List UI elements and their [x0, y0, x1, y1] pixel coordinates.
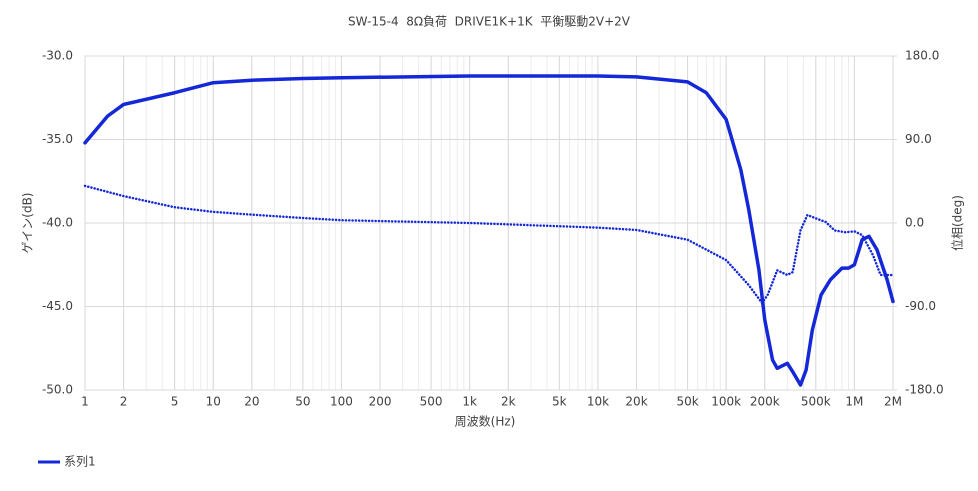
- y-tick-label: -40.0: [42, 216, 73, 230]
- y2-tick-label: 90.0: [905, 132, 932, 146]
- x-tick-label: 1k: [462, 395, 477, 409]
- series-line: [83, 184, 895, 305]
- x-tick-label: 5: [171, 395, 179, 409]
- x-tick-label: 200: [369, 395, 392, 409]
- x-tick-label: 2k: [501, 395, 516, 409]
- y-tick-label: -35.0: [42, 132, 73, 146]
- x-tick-label: 1: [81, 395, 89, 409]
- x-tick-label: 20k: [625, 395, 647, 409]
- y2-tick-label: 0.0: [905, 216, 924, 230]
- y-tick-label: -30.0: [42, 49, 73, 63]
- x-tick-label: 10: [206, 395, 221, 409]
- x-tick-label: 50: [295, 395, 310, 409]
- y2-tick-label: -180.0: [905, 383, 944, 397]
- y2-axis-label: 位相(deg): [950, 195, 965, 251]
- x-tick-label: 100: [330, 395, 353, 409]
- x-tick-label: 5k: [552, 395, 567, 409]
- x-tick-label: 500: [420, 395, 443, 409]
- x-tick-label: 2: [120, 395, 128, 409]
- y2-tick-label: -90.0: [905, 299, 936, 313]
- x-tick-label: 10k: [587, 395, 609, 409]
- x-tick-label: 200k: [750, 395, 780, 409]
- x-tick-label: 50k: [676, 395, 698, 409]
- y-tick-label: -45.0: [42, 299, 73, 313]
- y-tick-label: -50.0: [42, 383, 73, 397]
- x-tick-label: 100k: [711, 395, 741, 409]
- x-tick-label: 1M: [845, 395, 863, 409]
- series-line: [83, 74, 895, 387]
- plot-frame: [84, 55, 894, 391]
- chart-title: SW-15-4 8Ω負荷 DRIVE1K+1K 平衡駆動2V+2V: [348, 15, 631, 29]
- legend-label: 系列1: [64, 455, 96, 469]
- x-tick-label: 500k: [801, 395, 831, 409]
- x-axis-label: 周波数(Hz): [455, 414, 516, 429]
- x-tick-label: 2M: [884, 395, 902, 409]
- y-axis-label: ゲイン(dB): [21, 193, 35, 254]
- y2-tick-label: 180.0: [905, 49, 939, 63]
- x-tick-label: 20: [244, 395, 259, 409]
